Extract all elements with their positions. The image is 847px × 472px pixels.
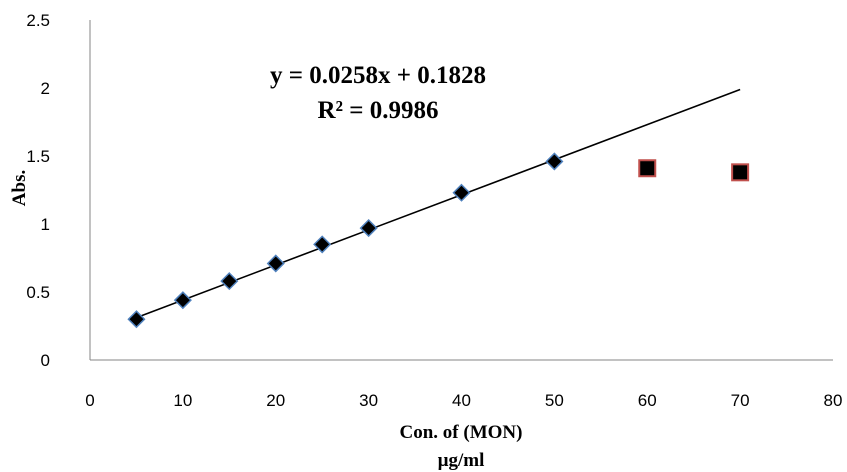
y-tick-label: 2.5 bbox=[26, 11, 50, 30]
data-point-diamond bbox=[545, 152, 564, 171]
x-axis-title-line1: Con. of (MON) bbox=[400, 422, 523, 443]
x-tick-label: 40 bbox=[452, 391, 471, 410]
axes bbox=[89, 20, 833, 361]
y-axis-title: Abs. bbox=[9, 170, 30, 206]
data-point-square bbox=[638, 159, 657, 178]
x-tick-label: 0 bbox=[85, 391, 94, 410]
y-tick-label: 0 bbox=[41, 351, 50, 370]
trendline bbox=[136, 88, 741, 319]
x-tick-labels: 0 10 20 30 40 50 60 70 80 bbox=[85, 391, 842, 410]
y-tick-label: 0.5 bbox=[26, 283, 50, 302]
y-tick-label: 1.5 bbox=[26, 147, 50, 166]
x-tick-label: 70 bbox=[731, 391, 750, 410]
x-axis-title-line2: µg/ml bbox=[438, 450, 485, 471]
x-tick-label: 50 bbox=[545, 391, 564, 410]
data-point-diamond bbox=[359, 219, 378, 238]
data-point-diamond bbox=[266, 254, 285, 273]
data-points bbox=[127, 152, 750, 329]
x-tick-label: 60 bbox=[638, 391, 657, 410]
data-point-diamond bbox=[313, 235, 332, 254]
y-tick-label: 1 bbox=[41, 215, 50, 234]
x-tick-label: 30 bbox=[359, 391, 378, 410]
data-point-diamond bbox=[452, 183, 471, 202]
x-tick-label: 80 bbox=[824, 391, 843, 410]
y-tick-labels: 0 0.5 1 1.5 2 2.5 bbox=[26, 11, 50, 370]
data-point-diamond bbox=[127, 310, 146, 329]
data-point-square bbox=[731, 163, 750, 182]
x-tick-label: 10 bbox=[173, 391, 192, 410]
r-squared-label: R² = 0.9986 bbox=[317, 97, 438, 124]
data-point-diamond bbox=[173, 291, 192, 310]
trendline-equation: y = 0.0258x + 0.1828 bbox=[270, 62, 486, 89]
y-tick-label: 2 bbox=[41, 79, 50, 98]
data-point-diamond bbox=[220, 272, 239, 291]
x-tick-label: 20 bbox=[266, 391, 285, 410]
